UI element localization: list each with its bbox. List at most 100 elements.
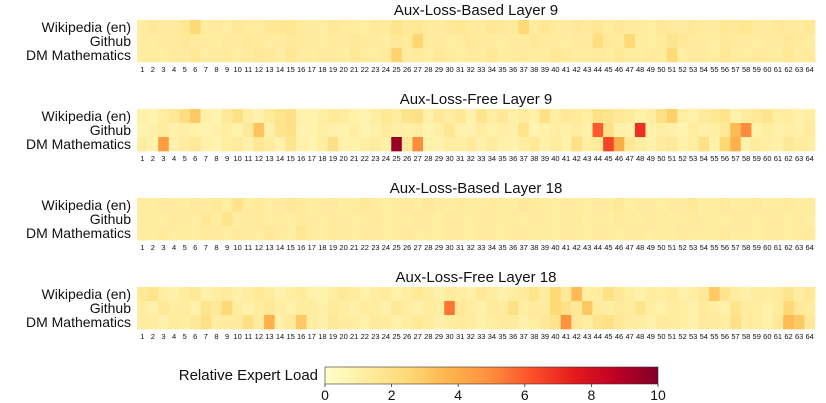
heatmap-cell bbox=[380, 137, 392, 152]
heatmap-cell bbox=[137, 123, 148, 138]
heatmap-cell bbox=[793, 198, 805, 213]
heatmap-cell bbox=[783, 20, 795, 35]
heatmap-cell bbox=[476, 48, 487, 63]
heatmap-cell bbox=[317, 34, 329, 49]
heatmap-cell bbox=[762, 109, 773, 124]
heatmap-cell bbox=[168, 137, 180, 152]
heatmap-cell bbox=[613, 34, 625, 49]
heatmap-cell bbox=[560, 212, 572, 227]
heatmap-cell bbox=[137, 315, 148, 330]
heatmap-cell bbox=[348, 198, 360, 213]
heatmap-cell bbox=[634, 20, 646, 35]
heatmap-cell bbox=[528, 212, 540, 227]
heatmap-cell bbox=[253, 48, 265, 63]
x-tick-label: 20 bbox=[339, 243, 347, 252]
heatmap-cell bbox=[666, 198, 678, 213]
heatmap-cell bbox=[465, 123, 477, 138]
heatmap-cell bbox=[370, 48, 381, 63]
heatmap-cell bbox=[285, 287, 297, 302]
x-tick-label: 29 bbox=[435, 65, 443, 74]
x-tick-label: 24 bbox=[382, 65, 390, 74]
heatmap-cell bbox=[518, 34, 530, 49]
x-tick-label: 39 bbox=[541, 243, 549, 252]
heatmap-cell bbox=[253, 20, 265, 35]
panel-title: Aux-Loss-Free Layer 9 bbox=[400, 91, 553, 108]
heatmap-cell bbox=[253, 226, 265, 241]
x-tick-label: 26 bbox=[403, 332, 411, 341]
heatmap-cell bbox=[359, 20, 371, 35]
heatmap-cell bbox=[338, 137, 350, 152]
heatmap-cell bbox=[550, 301, 562, 316]
heatmap-cell bbox=[804, 123, 816, 138]
heatmap-cell bbox=[592, 34, 604, 49]
x-tick-label: 39 bbox=[541, 332, 549, 341]
heatmap-cell bbox=[306, 123, 318, 138]
x-tick-label: 60 bbox=[763, 332, 771, 341]
x-tick-label: 28 bbox=[424, 65, 432, 74]
x-tick-label: 54 bbox=[700, 243, 708, 252]
heatmap-cell bbox=[348, 315, 360, 330]
heatmap-cell bbox=[698, 198, 710, 213]
heatmap-cell bbox=[730, 137, 742, 152]
heatmap-cell bbox=[189, 287, 201, 302]
x-tick-label: 10 bbox=[233, 154, 241, 163]
heatmap-cell bbox=[147, 287, 159, 302]
heatmap-cell bbox=[592, 301, 604, 316]
x-tick-label: 26 bbox=[403, 243, 411, 252]
heatmap-cell bbox=[221, 20, 233, 35]
heatmap-cell bbox=[592, 315, 604, 330]
x-tick-label: 11 bbox=[244, 332, 252, 341]
heatmap-cell bbox=[497, 315, 509, 330]
x-tick-label: 61 bbox=[774, 154, 782, 163]
heatmap-cell bbox=[327, 137, 339, 152]
heatmap-cell bbox=[295, 34, 307, 49]
heatmap-cell bbox=[370, 109, 381, 124]
heatmap-cell bbox=[476, 301, 487, 316]
x-tick-label: 50 bbox=[657, 65, 665, 74]
heatmap-cell bbox=[804, 198, 816, 213]
heatmap-cell bbox=[666, 123, 678, 138]
heatmap-cell bbox=[348, 137, 360, 152]
heatmap-cell bbox=[179, 20, 191, 35]
heatmap-cell bbox=[476, 123, 487, 138]
x-tick-label: 42 bbox=[572, 243, 580, 252]
heatmap-cell bbox=[200, 301, 212, 316]
heatmap-cell bbox=[242, 226, 254, 241]
heatmap-cell bbox=[147, 34, 159, 49]
heatmap-cell bbox=[666, 34, 678, 49]
heatmap-cell bbox=[158, 287, 170, 302]
heatmap-cell bbox=[264, 198, 276, 213]
heatmap-cell bbox=[189, 137, 201, 152]
x-tick-label: 12 bbox=[255, 154, 263, 163]
heatmap-cell bbox=[147, 315, 159, 330]
heatmap-cell bbox=[603, 109, 615, 124]
heatmap-cell bbox=[444, 301, 456, 316]
x-tick-label: 47 bbox=[625, 243, 633, 252]
heatmap-cell bbox=[232, 123, 244, 138]
heatmap-cell bbox=[317, 137, 329, 152]
heatmap-cell bbox=[401, 48, 413, 63]
heatmap-cell bbox=[709, 287, 720, 302]
x-tick-label: 64 bbox=[806, 65, 814, 74]
heatmap-cell bbox=[391, 287, 403, 302]
heatmap-cell bbox=[518, 109, 530, 124]
heatmap-cell bbox=[359, 48, 371, 63]
heatmap-cell bbox=[624, 287, 636, 302]
heatmap-cell bbox=[698, 287, 710, 302]
heatmap-cell bbox=[581, 20, 593, 35]
heatmap-cell bbox=[687, 34, 699, 49]
x-tick-label: 45 bbox=[604, 332, 612, 341]
heatmap-cell bbox=[327, 109, 339, 124]
heatmap-cell bbox=[232, 20, 244, 35]
heatmap-cell bbox=[412, 212, 424, 227]
heatmap-cell bbox=[242, 34, 254, 49]
heatmap-cell bbox=[571, 287, 583, 302]
heatmap-cell bbox=[476, 20, 487, 35]
heatmap-cell bbox=[486, 301, 498, 316]
x-tick-label: 56 bbox=[721, 243, 729, 252]
heatmap-cell bbox=[603, 301, 615, 316]
colorbar-tick-label: 4 bbox=[454, 387, 462, 403]
heatmap-cell bbox=[370, 34, 381, 49]
heatmap-cell bbox=[539, 301, 551, 316]
heatmap-cell bbox=[656, 315, 668, 330]
